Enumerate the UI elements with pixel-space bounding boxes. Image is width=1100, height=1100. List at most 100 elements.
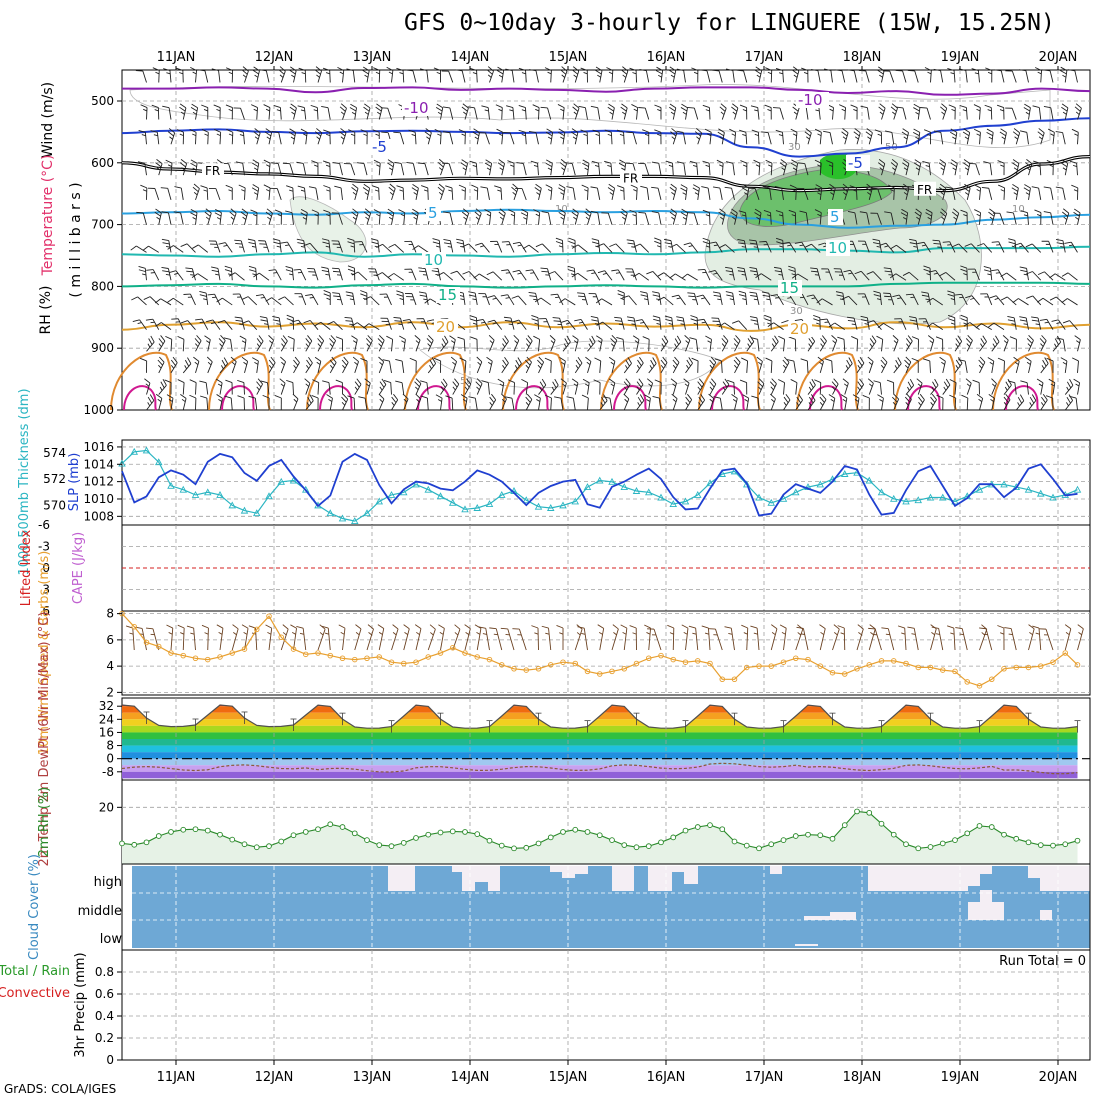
barb-flag [375,71,380,75]
barb-flag [600,402,604,407]
barb-flag [980,338,985,345]
barb-flag [742,187,749,192]
rh-marker [1050,842,1056,849]
barb-flag [578,105,586,109]
barb-flag [512,241,520,245]
label-background [426,205,441,221]
barb-flag [451,340,455,344]
barb-flag [670,208,677,214]
barb-flag [960,268,968,273]
barb-staff [721,163,724,176]
barb-flag [790,162,798,168]
barb-flag [416,398,420,403]
barb-staff [305,340,313,352]
barb-staff [401,382,405,395]
barb-flag [940,106,946,112]
barb-flag [950,322,956,325]
barb-staff [697,132,703,145]
barb-flag [391,402,395,406]
barb-staff [1010,628,1017,651]
barb-flag [974,184,981,189]
barb-flag [923,129,931,133]
barb-flag [629,67,637,71]
barb-staff [597,107,601,120]
barb-staff [338,268,343,281]
barb-flag [445,185,453,189]
temperature-band [122,739,1078,746]
barb-flag [625,365,628,369]
barb-flag [165,335,172,340]
clear-sky-high [462,866,475,891]
barb-flag [469,318,477,322]
barb-staff [738,320,748,330]
barb-staff [683,163,686,176]
barb-staff [1045,628,1054,651]
barb-flag [895,359,900,367]
thickness-marker [203,488,212,496]
barb-flag [762,185,770,189]
barb-flag [913,107,920,112]
barb-staff [1003,132,1007,145]
axis-title-precip: 3hr Precip (mm) [73,952,88,1057]
barb-flag [455,69,463,72]
barb-flag [906,343,910,348]
barb-staff [305,400,314,411]
y-tick-label: 6 [106,633,114,647]
barb-staff [641,319,650,330]
barb-flag [890,162,897,168]
barb-flag [247,238,255,242]
rh-marker [486,837,493,844]
barb-flag [904,359,910,366]
barb-flag [364,111,369,115]
barb-staff [354,628,362,651]
barb-flag [920,107,928,109]
barb-flag [750,105,758,109]
barb-flag [729,298,734,301]
barb-flag [423,189,429,192]
barb-flag [676,130,684,133]
barb-flag [461,106,468,112]
barb-staff [709,132,712,145]
barb-staff [550,397,552,411]
barb-flag [1044,357,1049,364]
dewpoint-line [121,762,1078,775]
barb-flag [215,378,223,384]
barb-flag [626,316,634,319]
barb-staff [316,107,319,120]
barb-flag [268,269,276,271]
barb-flag [376,243,383,248]
barb-flag [159,356,165,363]
barb-flag [754,109,759,112]
barb-flag [753,632,758,635]
barb-flag [774,335,779,342]
barb-staff [311,294,319,306]
barb-staff [958,243,968,253]
barb-staff [535,293,539,306]
temperature-bands [121,704,1081,779]
barb-flag [498,74,503,78]
barb-flag [525,402,530,406]
barb-staff [547,107,552,120]
barb-staff [704,269,711,281]
wind-speed-marker [584,668,591,675]
barb-flag [242,74,247,78]
barb-flag [321,105,329,109]
barb-staff [940,132,944,145]
barb-staff [493,295,503,306]
barb-flag [166,246,171,248]
barb-flag [854,399,859,402]
barb-flag [254,128,261,134]
barb-flag [403,398,408,403]
barb-flag [742,394,749,399]
thickness-marker [252,509,261,517]
barb-flag [253,131,260,137]
barb-staff [449,240,454,253]
barb-flag [796,402,800,406]
barb-staff [900,318,907,330]
barb-flag [778,379,785,383]
barb-flag [534,322,539,325]
y-tick-label: 500 [91,94,114,108]
barb-flag [853,108,858,112]
barb-staff [214,294,221,306]
wind-speed-marker [364,655,370,662]
